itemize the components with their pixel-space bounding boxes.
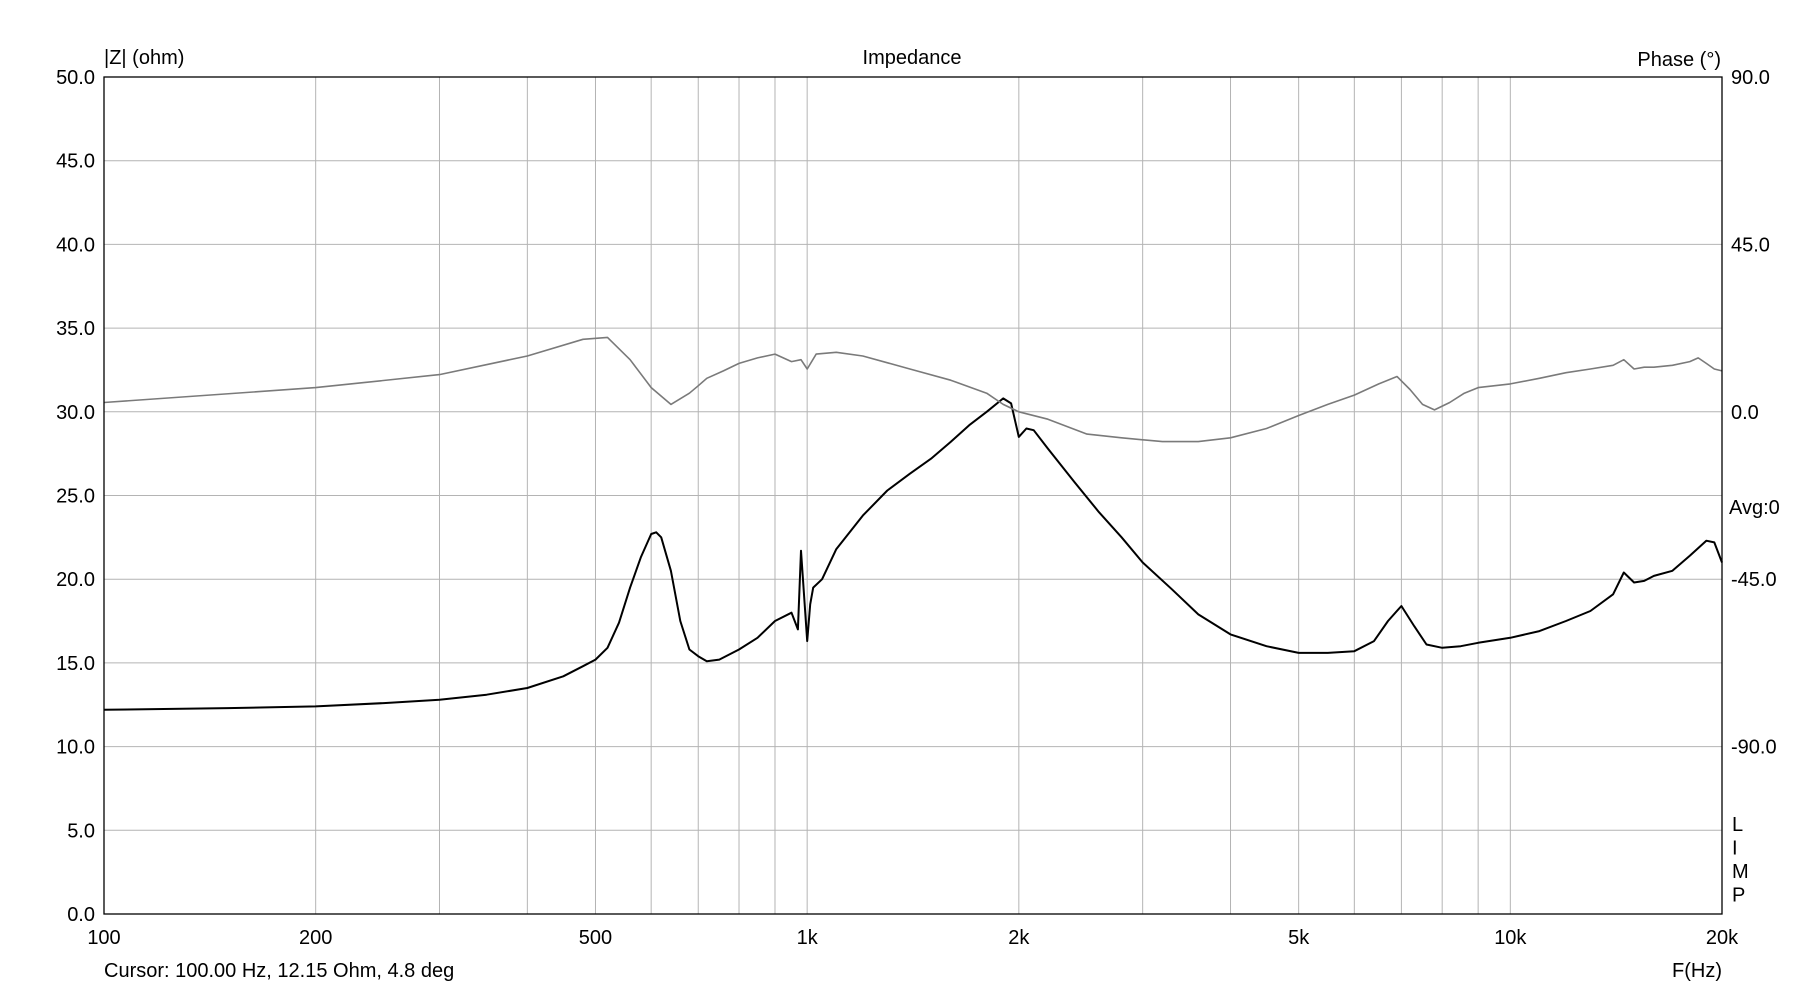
cursor-readout: Cursor: 100.00 Hz, 12.15 Ohm, 4.8 deg: [104, 960, 454, 981]
x-tick-label: 2k: [1008, 927, 1030, 949]
y-tick-label: 5.0: [67, 820, 95, 842]
y-tick-label: 30.0: [56, 402, 95, 424]
x-tick-label: 1k: [797, 927, 819, 949]
plot-frame: [103, 76, 1723, 915]
y2-tick-label: -45.0: [1731, 569, 1777, 591]
x-tick-label: 200: [299, 927, 332, 949]
x-tick-label: 100: [87, 927, 120, 949]
x-tick-label: 10k: [1494, 927, 1527, 949]
x-tick-label: 20k: [1706, 927, 1739, 949]
side-label-letter: L: [1732, 814, 1743, 836]
y2-tick-label: 90.0: [1731, 67, 1770, 89]
y2-tick-label: -90.0: [1731, 737, 1777, 759]
series-layer: [103, 336, 1723, 711]
ticks: 0.0 5.0 10.0 15.0 20.0 25.0 30.0 35.0 40.0 45.0 50…: [56, 67, 1777, 949]
side-label-letter: P: [1732, 885, 1745, 907]
y-tick-label: 20.0: [56, 569, 95, 591]
y-tick-label: 40.0: [56, 234, 95, 256]
y2-tick-label: 0.0: [1731, 402, 1759, 424]
y-tick-label: 50.0: [56, 67, 95, 89]
y-axis-label: |Z| (ohm): [104, 47, 184, 69]
side-label-letter: I: [1732, 838, 1738, 860]
y-tick-label: 0.0: [67, 904, 95, 926]
chart-title: Impedance: [863, 47, 962, 69]
y-tick-label: 45.0: [56, 151, 95, 173]
x-axis-label: F(Hz): [1672, 960, 1722, 981]
phase-series-line: [103, 336, 1723, 443]
y-tick-label: 15.0: [56, 653, 95, 675]
avg-label: Avg:0: [1729, 497, 1780, 519]
impedance-series-line: [103, 397, 1723, 711]
y-tick-label: 10.0: [56, 737, 95, 759]
y2-tick-label: 45.0: [1731, 234, 1770, 256]
y-tick-label: 25.0: [56, 486, 95, 508]
y2-axis-label: Phase (°): [1637, 49, 1721, 71]
y-tick-label: 35.0: [56, 318, 95, 340]
side-label-letter: M: [1732, 861, 1749, 883]
labels: |Z| (ohm) Impedance Phase (°) Avg:0 Curs…: [104, 47, 1780, 981]
x-tick-label: 500: [579, 927, 612, 949]
x-tick-label: 5k: [1288, 927, 1310, 949]
